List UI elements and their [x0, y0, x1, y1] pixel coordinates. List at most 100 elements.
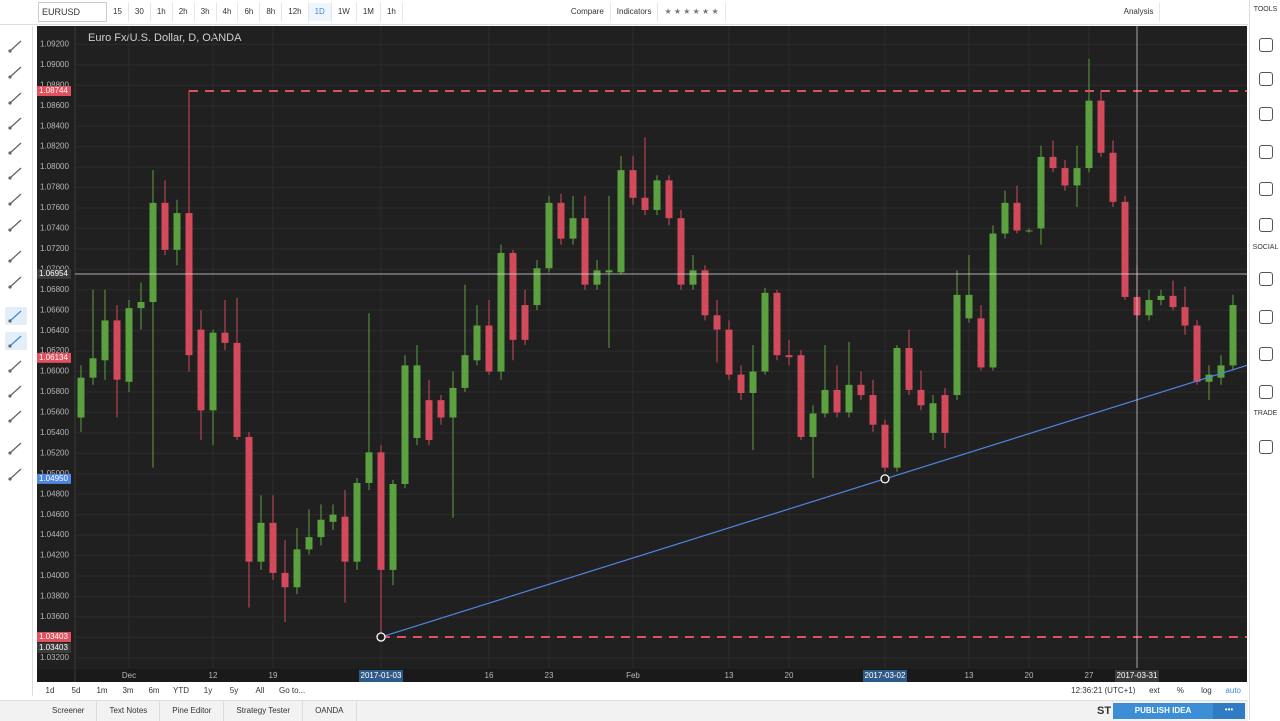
interval-button[interactable]: 15 — [107, 3, 129, 21]
sidebar-icon[interactable] — [1259, 272, 1273, 286]
candle-body — [233, 342, 241, 437]
candle-body — [101, 320, 109, 361]
y-tick-label: 1.09000 — [40, 60, 69, 69]
y-tick-label: 1.07000 — [40, 264, 69, 273]
candle-body — [725, 329, 733, 375]
sidebar-icon[interactable] — [1259, 145, 1273, 159]
tool-icon[interactable] — [8, 167, 22, 180]
bottom-tab[interactable]: Strategy Tester — [224, 701, 304, 721]
interval-button[interactable]: 12h — [282, 3, 309, 21]
interval-button[interactable]: 1D — [308, 3, 332, 21]
sidebar-section: SOCIAL — [1252, 244, 1279, 251]
symbol-search[interactable]: EURUSD — [38, 2, 107, 22]
range-button[interactable]: 5d — [71, 685, 81, 695]
tool-glyph — [9, 66, 22, 78]
tool-glyph — [8, 126, 12, 130]
favorites[interactable]: ★ ★ ★ ★ ★ ★ — [658, 3, 726, 21]
tool-icon[interactable] — [5, 307, 27, 325]
interval-button[interactable]: 4h — [217, 3, 239, 21]
y-tick-label: 1.06200 — [40, 346, 69, 355]
candle-body — [593, 270, 601, 285]
interval-button[interactable]: 8h — [260, 3, 283, 21]
scale-option[interactable]: ext — [1149, 685, 1160, 695]
tool-icon[interactable] — [8, 442, 22, 455]
candle-body — [869, 395, 877, 425]
candle-body — [629, 170, 637, 198]
tool-icon[interactable] — [8, 410, 22, 423]
y-tick-label: 1.07600 — [40, 203, 69, 212]
range-button[interactable]: 1m — [96, 685, 108, 695]
tool-icon[interactable] — [8, 40, 22, 53]
x-tick-label: 19 — [269, 671, 278, 680]
candle-body — [377, 452, 385, 570]
sidebar-icon[interactable] — [1259, 107, 1273, 121]
range-button[interactable]: 1y — [203, 685, 213, 695]
tool-glyph — [8, 451, 12, 455]
interval-button[interactable]: 2h — [173, 3, 195, 21]
more-button[interactable]: ••• — [1213, 703, 1245, 719]
candle-body — [581, 218, 589, 285]
range-button[interactable]: 6m — [148, 685, 160, 695]
tool-icon[interactable] — [8, 193, 22, 206]
spacer — [403, 3, 565, 21]
interval-button[interactable]: 1h — [151, 3, 173, 21]
bottom-tab[interactable]: OANDA — [303, 701, 357, 721]
tool-icon[interactable] — [8, 92, 22, 105]
interval-button[interactable]: 3h — [195, 3, 217, 21]
bottom-tab[interactable]: Pine Editor — [160, 701, 225, 721]
interval-button[interactable]: 6h — [238, 3, 261, 21]
candle-body — [305, 537, 313, 550]
tool-icon[interactable] — [8, 219, 22, 232]
sidebar-icon[interactable] — [1259, 385, 1273, 399]
interval-button[interactable]: 1M — [357, 3, 381, 21]
interval-button[interactable]: 1h — [381, 3, 403, 21]
toolbar-button[interactable]: Indicators — [611, 3, 659, 21]
scale-option[interactable]: log — [1201, 685, 1212, 695]
analysis-button[interactable]: Analysis — [1118, 3, 1161, 21]
bottom-tab[interactable]: Text Notes — [97, 701, 161, 721]
tool-icon[interactable] — [8, 276, 22, 289]
tool-icon[interactable] — [8, 142, 22, 155]
sidebar-icon[interactable] — [1259, 310, 1273, 324]
sidebar-icon[interactable] — [1259, 182, 1273, 196]
interval-button[interactable]: 1W — [332, 3, 357, 21]
range-button[interactable]: 5y — [229, 685, 239, 695]
x-tick-label: 2017-01-03 — [361, 671, 402, 680]
sidebar-icon[interactable] — [1259, 38, 1273, 52]
range-button[interactable]: 3m — [122, 685, 134, 695]
candle-body — [1049, 156, 1057, 169]
range-button[interactable]: Go to... — [279, 685, 306, 695]
sidebar-icon[interactable] — [1259, 72, 1273, 86]
sidebar-icon[interactable] — [1259, 347, 1273, 361]
price-label: 1.03403 — [39, 632, 68, 641]
scale-option[interactable]: % — [1176, 685, 1184, 695]
stocktwits-button[interactable]: ST — [1097, 705, 1112, 717]
tool-icon[interactable] — [8, 360, 22, 373]
candle-body — [197, 329, 205, 411]
tool-icon[interactable] — [8, 66, 22, 79]
tool-icon[interactable] — [5, 332, 27, 350]
tool-icon[interactable] — [8, 385, 22, 398]
y-tick-label: 1.07200 — [40, 244, 69, 253]
y-tick-label: 1.09200 — [40, 40, 69, 49]
interval-button[interactable]: 30 — [129, 3, 151, 21]
toolbar-button[interactable]: Compare — [565, 3, 611, 21]
scale-option[interactable]: auto — [1225, 685, 1241, 695]
tool-icon[interactable] — [8, 468, 22, 481]
range-button[interactable]: 1d — [45, 685, 55, 695]
tool-icon[interactable] — [8, 117, 22, 130]
tool-glyph — [8, 285, 12, 289]
y-tick-label: 1.05200 — [40, 448, 69, 457]
bottom-tab[interactable]: Screener — [40, 701, 98, 721]
range-button[interactable]: All — [255, 685, 265, 695]
candle-body — [125, 308, 133, 382]
range-button[interactable]: YTD — [173, 685, 189, 695]
y-tick-label: 1.06600 — [40, 305, 69, 314]
y-tick-label: 1.04000 — [40, 571, 69, 580]
tool-icon[interactable] — [8, 250, 22, 263]
sidebar-icon[interactable] — [1259, 218, 1273, 232]
sidebar-icon[interactable] — [1259, 440, 1273, 454]
tool-glyph — [9, 468, 22, 480]
publish-button[interactable]: PUBLISH IDEA — [1113, 703, 1213, 719]
tool-glyph — [8, 394, 12, 398]
